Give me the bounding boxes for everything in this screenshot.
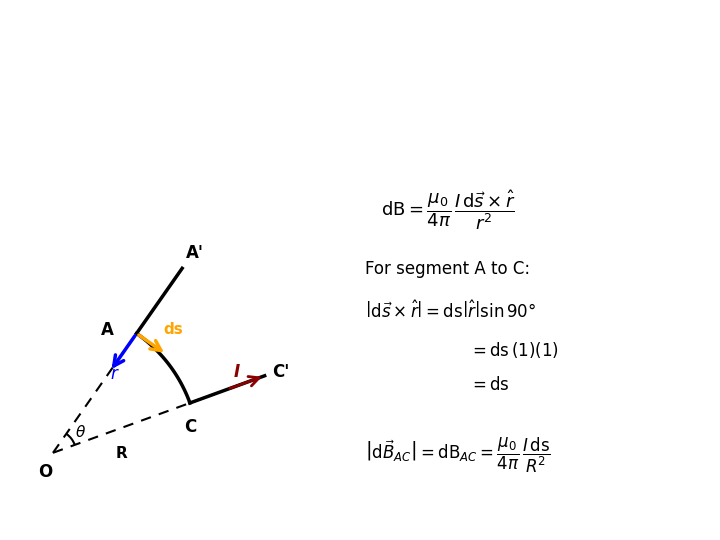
Text: $= \mathrm{ds}\,(1)(1)$: $= \mathrm{ds}\,(1)(1)$ xyxy=(469,340,559,360)
Text: I: I xyxy=(234,363,240,381)
Text: $\left|\mathrm{d}\vec{B}_{AC}\right| = \mathrm{dB}_{AC} = \dfrac{\mu_0}{4\pi}\,\: $\left|\mathrm{d}\vec{B}_{AC}\right| = \… xyxy=(365,436,551,475)
Text: C': C' xyxy=(273,363,290,381)
Text: R: R xyxy=(116,447,127,462)
Text: O: O xyxy=(38,463,52,481)
Text: A: A xyxy=(101,321,113,339)
Text: C: C xyxy=(184,417,196,436)
Text: Example: calculate the magnetic field at point O due to the wire
segment shown. : Example: calculate the magnetic field at… xyxy=(14,17,575,106)
Text: $\theta$: $\theta$ xyxy=(75,424,86,440)
Text: $\left|\mathrm{d}\vec{s}\times\hat{r}\right| = \mathrm{ds}\left|\hat{r}\right|\s: $\left|\mathrm{d}\vec{s}\times\hat{r}\ri… xyxy=(365,300,536,322)
Text: For segment A to C:: For segment A to C: xyxy=(365,260,530,278)
Text: $= \mathrm{ds}$: $= \mathrm{ds}$ xyxy=(469,376,510,394)
Text: ds: ds xyxy=(163,322,183,338)
Text: A': A' xyxy=(186,244,204,262)
Text: $\hat{r}$: $\hat{r}$ xyxy=(110,362,120,384)
Text: $\mathrm{dB} = \dfrac{\mu_0}{4\pi}\,\dfrac{I\,\mathrm{d}\vec{s}\times\hat{r}}{r^: $\mathrm{dB} = \dfrac{\mu_0}{4\pi}\,\dfr… xyxy=(381,188,516,232)
